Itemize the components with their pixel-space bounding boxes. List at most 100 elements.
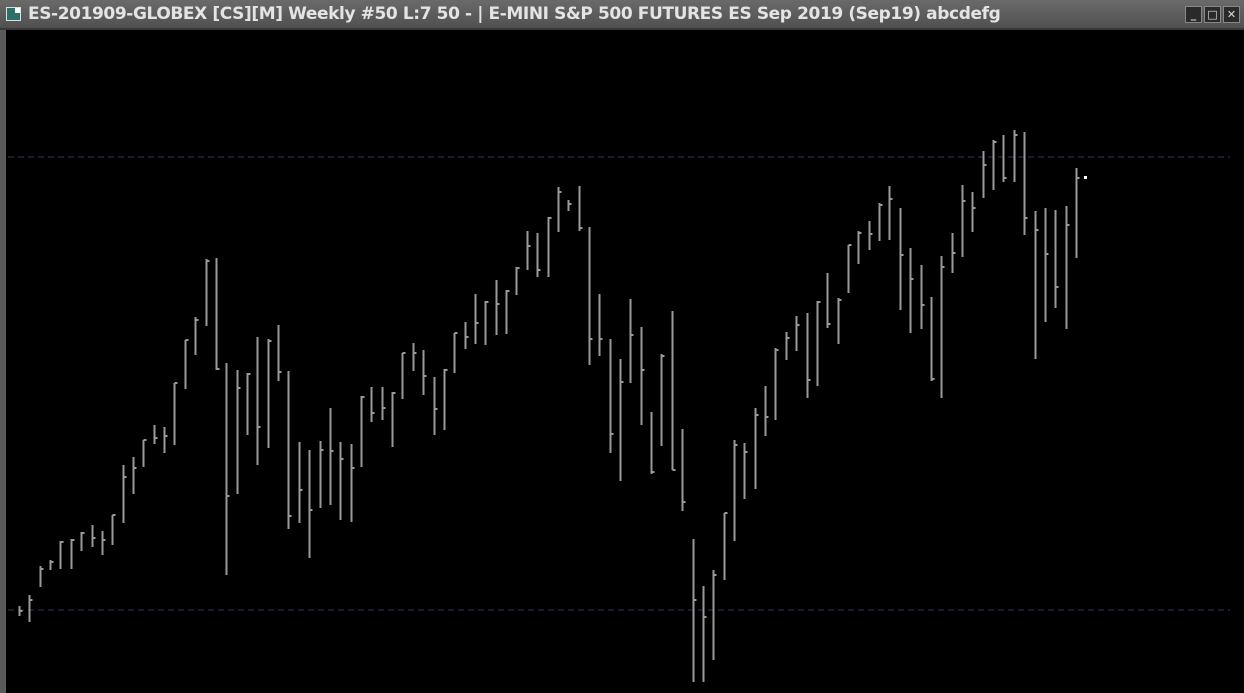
ohlc-bar: [888, 186, 893, 240]
ohlc-bar: [153, 425, 158, 444]
window-titlebar[interactable]: ES-201909-GLOBEX [CS][M] Weekly #50 L:7 …: [0, 0, 1244, 30]
ohlc-bar: [80, 532, 85, 551]
ohlc-bar: [28, 595, 33, 622]
ohlc-bar: [298, 442, 303, 523]
ohlc-bar: [847, 244, 852, 293]
ohlc-bar: [909, 248, 914, 333]
ohlc-bar: [557, 187, 562, 232]
ohlc-bar: [982, 151, 987, 198]
ohlc-bar: [236, 370, 241, 494]
ohlc-bar: [422, 350, 427, 395]
ohlc-bar: [1023, 132, 1028, 235]
ohlc-bar: [650, 412, 655, 474]
ohlc-bar: [453, 332, 458, 373]
ohlc-bar: [899, 208, 904, 310]
ohlc-bar: [339, 442, 344, 520]
ohlc-bar: [101, 531, 106, 555]
ohlc-bar: [764, 386, 769, 436]
maximize-button[interactable]: □: [1204, 6, 1221, 23]
ohlc-bar: [640, 327, 645, 425]
ohlc-bar: [547, 217, 552, 277]
ohlc-bar: [1075, 168, 1080, 258]
ohlc-bar: [1054, 210, 1059, 308]
ohlc-bar: [505, 290, 510, 334]
ohlc-bar: [754, 408, 759, 489]
ohlc-bar: [598, 294, 603, 356]
ohlc-bar: [59, 541, 64, 569]
ohlc-bar: [308, 450, 313, 558]
ohlc-bar: [660, 354, 665, 446]
ohlc-bar: [567, 200, 572, 211]
ohlc-bar: [692, 539, 697, 682]
ohlc-bar: [712, 570, 717, 660]
ohlc-bar: [205, 259, 210, 326]
ohlc-bar: [515, 267, 520, 295]
ohlc-bar: [806, 313, 811, 398]
ohlc-bar: [578, 186, 583, 231]
ohlc-bar: [433, 377, 438, 435]
ohlc-bar: [225, 363, 230, 575]
chart-window-icon: [6, 7, 21, 21]
minimize-button[interactable]: _: [1185, 6, 1202, 23]
ohlc-bar: [1013, 130, 1018, 182]
ohlc-bar: [194, 317, 199, 355]
ohlc-bar: [484, 301, 489, 345]
ohlc-bar: [246, 373, 251, 435]
ohlc-bar: [619, 359, 624, 481]
ohlc-bar: [671, 311, 676, 471]
ohlc-bar: [111, 514, 116, 545]
ohlc-bar: [857, 231, 862, 264]
ohlc-bar: [609, 339, 614, 453]
ohlc-bar: [122, 465, 127, 523]
ohlc-bar: [474, 294, 479, 344]
ohlc-bar: [1002, 135, 1007, 182]
ohlc-bar: [329, 408, 334, 505]
ohlc-bar: [391, 392, 396, 447]
ohlc-bar: [412, 343, 417, 371]
ohlc-bar: [785, 332, 790, 360]
ohlc-bar: [350, 444, 355, 522]
ohlc-bar: [142, 439, 147, 467]
ohlc-bar: [70, 539, 75, 569]
ohlc-bar: [401, 352, 406, 399]
ohlc-bar: [1044, 208, 1049, 322]
ohlc-bar: [184, 339, 189, 389]
ohlc-bar: [526, 231, 531, 270]
ohlc-bar: [681, 429, 686, 511]
ohlc-bar: [132, 457, 137, 494]
last-price-marker: [1084, 176, 1087, 179]
ohlc-bar: [18, 606, 23, 616]
ohlc-bar: [868, 221, 873, 250]
ohlc-bar: [277, 325, 282, 381]
close-button[interactable]: ✕: [1223, 6, 1240, 23]
ohlc-bar: [826, 273, 831, 328]
window-title: ES-201909-GLOBEX [CS][M] Weekly #50 L:7 …: [28, 4, 1001, 24]
ohlc-bar: [1065, 206, 1070, 329]
ohlc-bar: [215, 258, 220, 370]
ohlc-bar: [951, 233, 956, 273]
ohlc-bar: [370, 387, 375, 422]
ohlc-bar: [588, 227, 593, 365]
ohlc-bar: [733, 440, 738, 541]
ohlc-bar: [173, 382, 178, 445]
ohlc-bar: [920, 265, 925, 329]
price-chart-area[interactable]: [0, 30, 1244, 693]
ohlc-bar: [536, 233, 541, 277]
ohlc-bar: [629, 299, 634, 383]
ohlc-bar: [49, 560, 54, 570]
ohlc-bar: [723, 512, 728, 580]
ohlc-bar: [443, 369, 448, 430]
ohlc-bar: [878, 203, 883, 241]
ohlc-bar: [1034, 211, 1039, 359]
ohlc-bar: [837, 298, 842, 344]
ohlc-bar: [992, 140, 997, 190]
ohlc-bar: [743, 443, 748, 499]
ohlc-bar: [464, 322, 469, 349]
ohlc-bar: [816, 301, 821, 386]
ohlc-bar: [360, 396, 365, 467]
ohlc-bar: [702, 586, 707, 682]
ohlc-bar: [495, 280, 500, 335]
ohlc-bar: [795, 316, 800, 351]
ohlc-bar: [91, 525, 96, 547]
